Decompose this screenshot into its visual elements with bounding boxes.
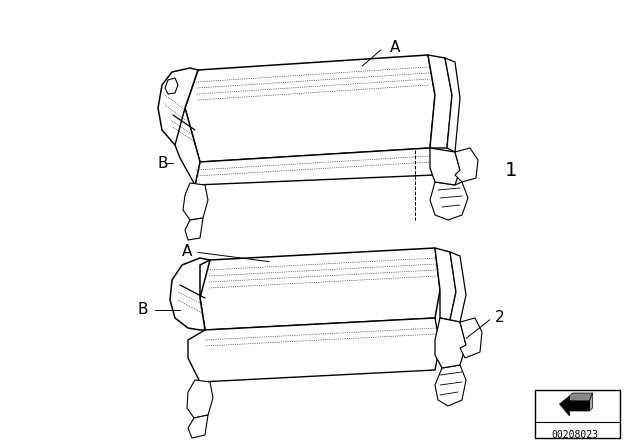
Polygon shape bbox=[200, 248, 440, 330]
Polygon shape bbox=[175, 108, 200, 185]
Polygon shape bbox=[195, 148, 435, 185]
Text: B: B bbox=[138, 302, 148, 318]
Polygon shape bbox=[435, 365, 466, 406]
Polygon shape bbox=[559, 396, 589, 416]
Polygon shape bbox=[455, 148, 478, 182]
Polygon shape bbox=[185, 218, 203, 240]
Polygon shape bbox=[435, 318, 466, 368]
Text: 1: 1 bbox=[505, 160, 517, 180]
Text: 00208023: 00208023 bbox=[552, 430, 598, 440]
Polygon shape bbox=[460, 318, 482, 358]
Polygon shape bbox=[589, 393, 593, 411]
Polygon shape bbox=[445, 58, 460, 152]
Polygon shape bbox=[450, 252, 466, 322]
Text: A: A bbox=[182, 245, 192, 259]
Polygon shape bbox=[188, 415, 208, 438]
Polygon shape bbox=[170, 258, 210, 330]
Polygon shape bbox=[165, 78, 178, 94]
Polygon shape bbox=[185, 55, 435, 162]
Polygon shape bbox=[188, 318, 440, 382]
Polygon shape bbox=[435, 248, 456, 320]
Text: A: A bbox=[390, 40, 401, 56]
Polygon shape bbox=[187, 380, 213, 418]
Polygon shape bbox=[430, 182, 468, 220]
Bar bbox=[535, 390, 620, 438]
Text: 2: 2 bbox=[495, 310, 504, 326]
Polygon shape bbox=[430, 148, 460, 185]
Polygon shape bbox=[428, 55, 452, 148]
Polygon shape bbox=[570, 393, 593, 401]
Polygon shape bbox=[183, 183, 208, 220]
Polygon shape bbox=[158, 68, 198, 150]
Text: B: B bbox=[157, 155, 168, 171]
